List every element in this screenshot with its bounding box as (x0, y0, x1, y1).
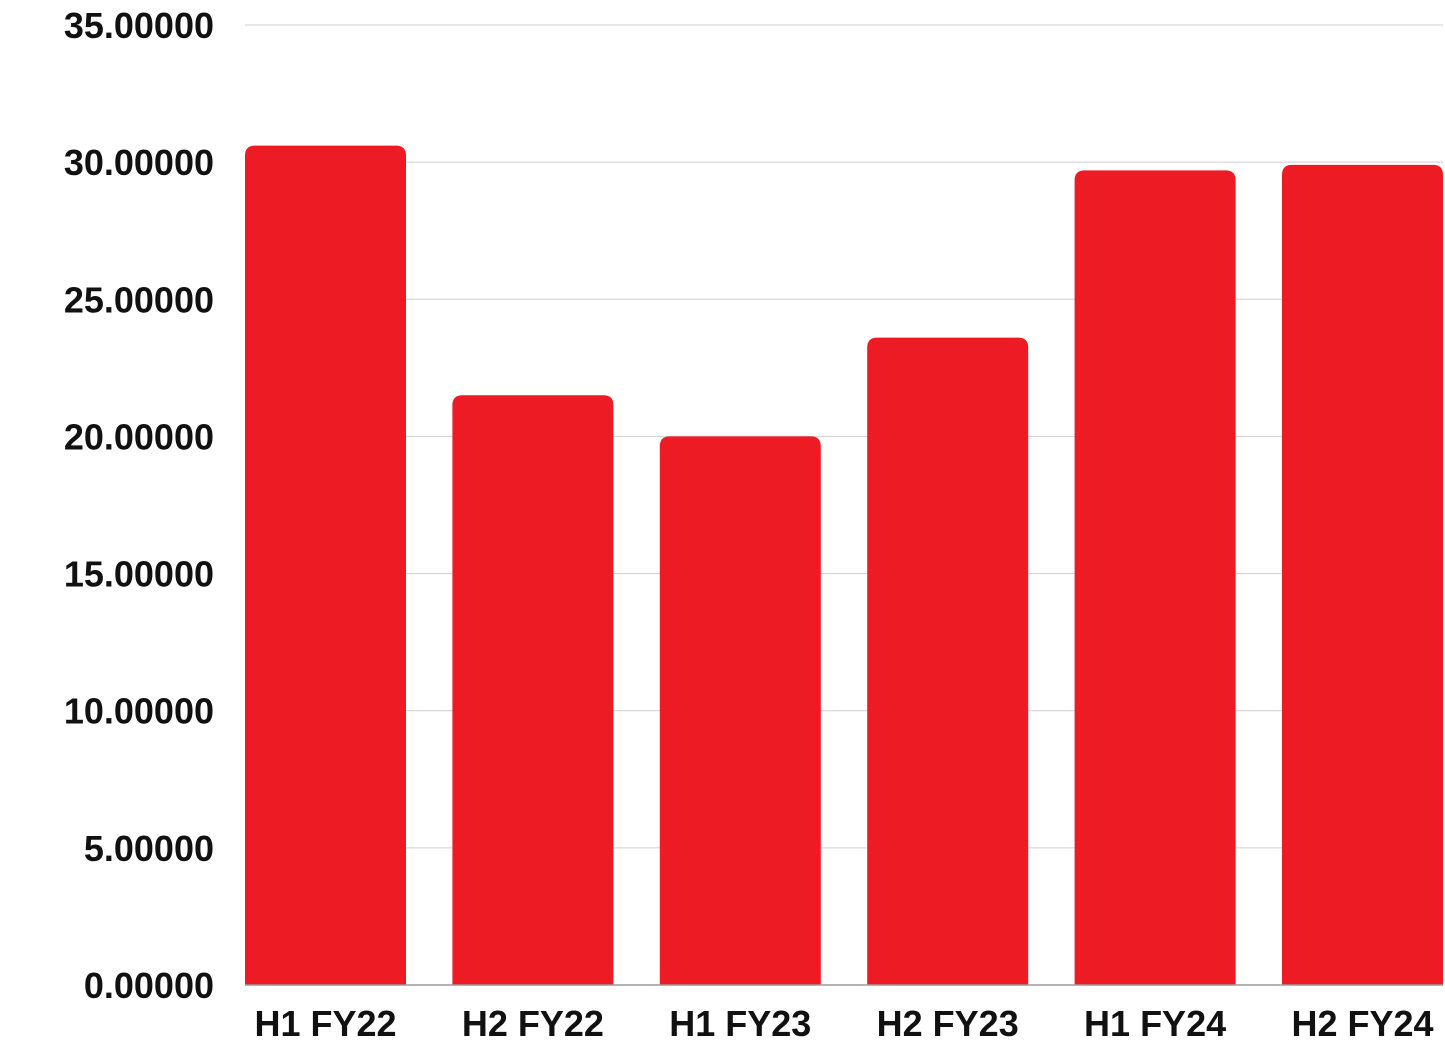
bar-h1-fy22 (245, 145, 406, 985)
y-tick-label: 15.00000 (64, 554, 214, 595)
x-axis-category-labels: H1 FY22 H2 FY22 H1 FY23 H2 FY23 H1 FY24 H2 FY… (254, 1003, 1433, 1044)
bar-h1-fy24 (1074, 170, 1236, 985)
y-tick-label: 5.00000 (84, 828, 214, 869)
bar-h2-fy23 (867, 337, 1029, 986)
x-tick-label: H1 FY22 (254, 1003, 396, 1044)
bar-h2-fy22 (452, 395, 614, 985)
bar-h1-fy23 (659, 436, 821, 985)
x-tick-label: H2 FY22 (462, 1003, 604, 1044)
y-tick-label: 30.00000 (64, 142, 214, 183)
bars (245, 145, 1443, 986)
y-tick-label: 35.00000 (64, 5, 214, 46)
gridlines (245, 24, 1443, 849)
x-tick-label: H1 FY23 (669, 1003, 811, 1044)
y-axis-tick-labels: 0.00000 5.00000 10.00000 15.00000 20.00000 25… (64, 5, 214, 1006)
y-tick-label: 0.00000 (84, 965, 214, 1006)
y-tick-label: 20.00000 (64, 416, 214, 457)
bar-h2-fy24 (1282, 164, 1443, 985)
x-tick-label: H2 FY23 (877, 1003, 1019, 1044)
y-tick-label: 10.00000 (64, 691, 214, 732)
x-tick-label: H2 FY24 (1291, 1003, 1433, 1044)
y-tick-label: 25.00000 (64, 279, 214, 320)
x-tick-label: H1 FY24 (1084, 1003, 1226, 1044)
